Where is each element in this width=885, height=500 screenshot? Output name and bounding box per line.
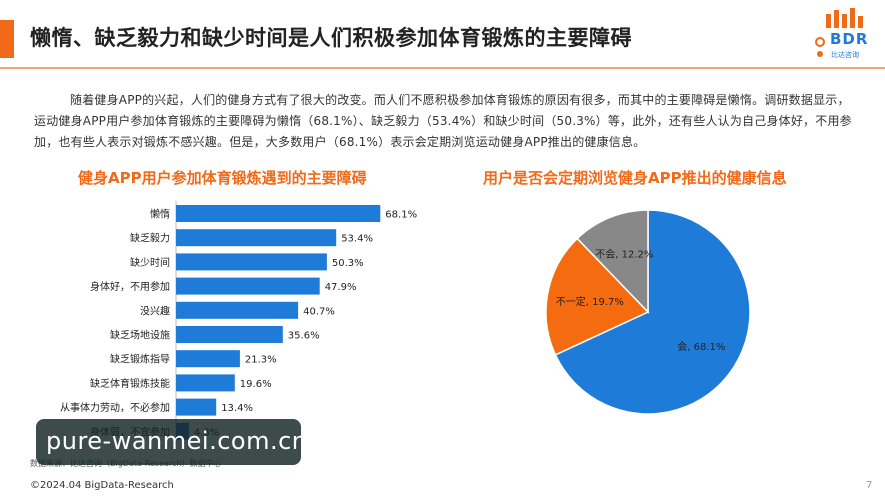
pie-chart: 会, 68.1% 不一定, 19.7% 不会, 12.2%: [545, 209, 751, 415]
copyright-text: ©2024.04 BigData-Research: [30, 480, 174, 491]
bar: [176, 301, 299, 319]
bar-value-label: 50.3%: [332, 258, 364, 269]
bar-category-label: 缺乏场地设施: [110, 329, 170, 342]
bar-value-label: 35.6%: [288, 331, 320, 342]
bar: [176, 229, 337, 247]
bar-category-label: 缺乏锻炼指导: [110, 353, 170, 366]
logo-text: BDR: [830, 30, 869, 48]
bar-category-label: 从事体力劳动，不必参加: [60, 401, 170, 414]
bar-category-label: 缺乏体育锻炼技能: [90, 377, 170, 390]
pie-slice: [576, 209, 649, 314]
bar-chart: 懒惰 68.1% 缺乏毅力 53.4% 缺少时间 50.3% 身体好，不用参加 47.9% 没兴…: [60, 201, 417, 445]
bar-chart-title: 健身APP用户参加体育锻炼遇到的主要障碍: [78, 169, 367, 187]
title-divider: [0, 67, 885, 69]
pie-chart-title: 用户是否会定期浏览健身APP推出的健康信息: [483, 169, 787, 187]
title-accent-bar: [0, 20, 14, 58]
logo-subtitle: 比达咨询: [831, 51, 859, 59]
bar-category-label: 身体好，不用参加: [90, 280, 170, 293]
bar-category-label: 缺少时间: [130, 256, 170, 269]
bar-value-label: 21.3%: [245, 355, 277, 366]
bar-value-label: 40.7%: [303, 306, 335, 317]
pie-slice-label: 不一定, 19.7%: [556, 295, 624, 308]
watermark-box: [36, 419, 301, 465]
intro-paragraph: 随着健身APP的兴起，人们的健身方式有了很大的改变。而人们不愿积极参加体育锻炼的…: [34, 93, 852, 149]
bar-value-label: 19.6%: [240, 379, 272, 390]
bar: [176, 253, 327, 271]
pie-slice: [545, 237, 650, 356]
page-title: 懒惰、缺乏毅力和缺少时间是人们积极参加体育锻炼的主要障碍: [30, 26, 632, 50]
pie-slice-label: 会, 68.1%: [677, 340, 725, 353]
page-number: 7: [866, 480, 873, 491]
bar: [176, 205, 381, 222]
watermark-text: pure-wanmei.com.cn: [46, 427, 308, 455]
pie-slice: [554, 209, 751, 415]
bdr-logo-icon: [815, 8, 863, 57]
bar: [176, 398, 217, 416]
bar-value-label: 13.4%: [221, 403, 253, 414]
bar-value-label: 53.4%: [341, 234, 373, 245]
bar: [176, 374, 235, 392]
bar-value-label: 68.1%: [385, 210, 417, 221]
bar: [176, 326, 283, 343]
bar: [176, 277, 320, 295]
bar-category-label: 缺乏毅力: [130, 232, 170, 245]
bar-value-label: 47.9%: [325, 282, 357, 293]
bar-category-label: 没兴趣: [140, 304, 170, 317]
bar: [176, 350, 240, 368]
bar-category-label: 懒惰: [150, 208, 170, 221]
pie-slice-label: 不会, 12.2%: [595, 247, 653, 260]
